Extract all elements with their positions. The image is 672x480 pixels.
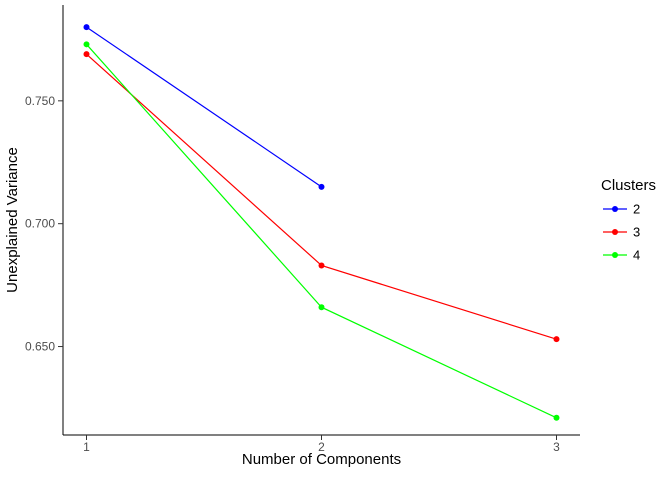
series-4-line [86,43,557,419]
y-tick-label: 0.700 [25,217,55,231]
series-3-line [86,53,557,340]
y-tick-label: 0.650 [25,340,55,354]
series-4-point [318,304,325,311]
x-axis-title: Number of Components [242,451,401,468]
series-3-point [553,336,560,343]
series-3-point [83,51,90,58]
legend-key-point [612,206,618,212]
y-axis-title: Unexplained Variance [4,147,21,293]
series-4-point [83,41,90,48]
legend-title: Clusters [601,177,656,194]
series-2-line [86,26,322,188]
y-tick-label: 0.750 [25,94,55,108]
legend-key-point [612,252,618,258]
series-2-point [83,24,90,31]
series-2-point [318,183,325,190]
x-tick-label: 3 [553,440,560,454]
legend-item-label: 4 [633,248,640,263]
legend-item-label: 3 [633,225,640,240]
x-tick-label: 1 [83,440,90,454]
series-3-point [318,262,325,269]
x-tick-label: 2 [318,440,325,454]
legend-item-label: 2 [633,202,640,217]
series-4-point [553,414,560,421]
legend-key-point [612,229,618,235]
